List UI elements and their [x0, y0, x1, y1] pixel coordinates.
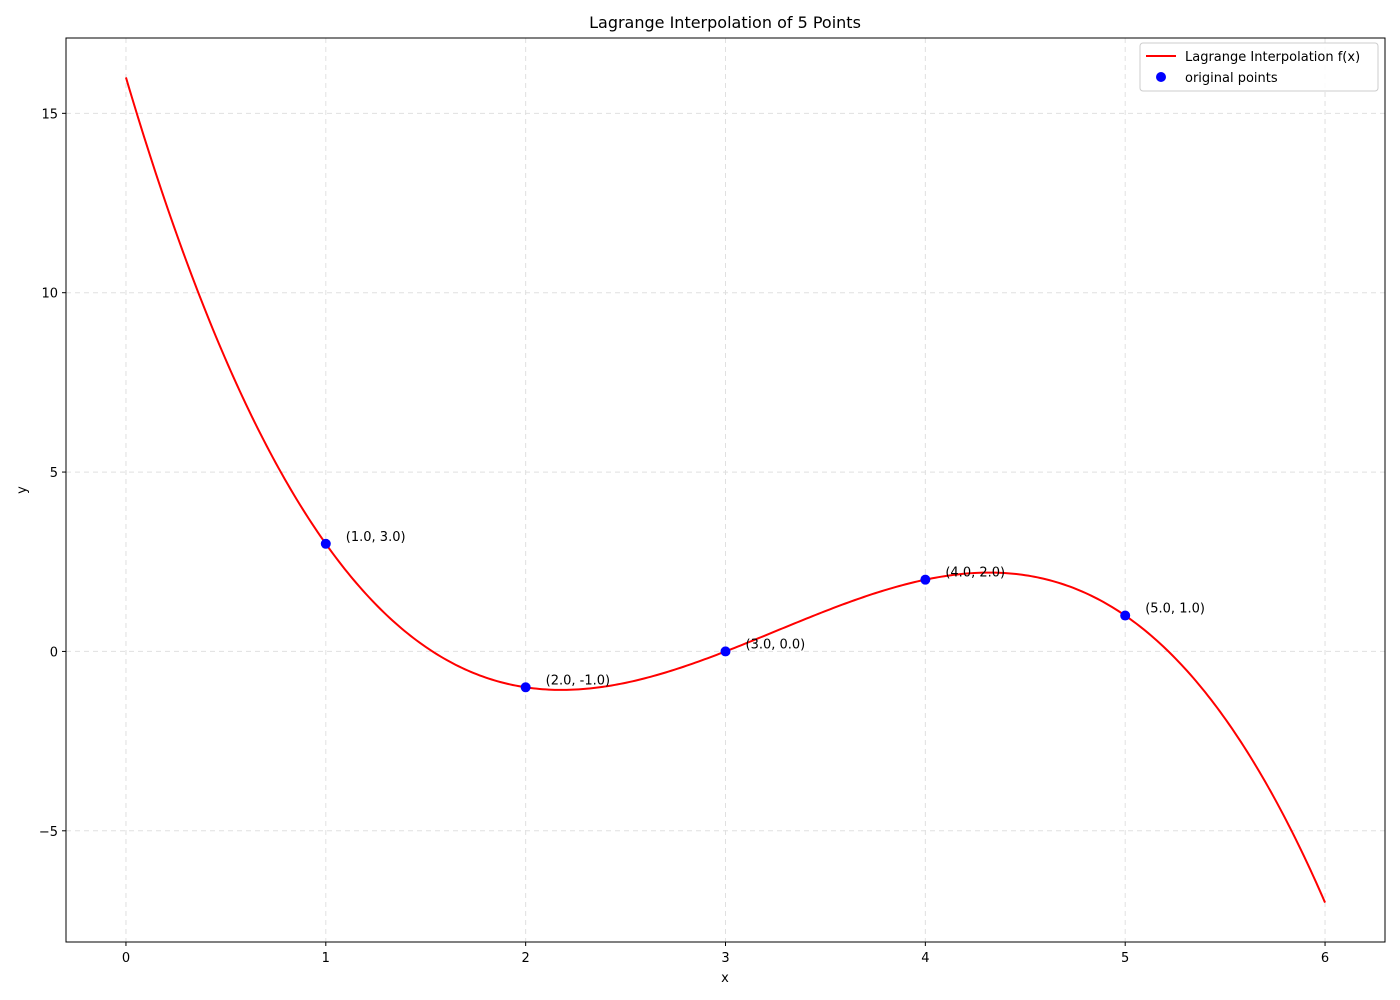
y-axis-label: y: [15, 486, 30, 494]
y-tick-label: −5: [39, 825, 58, 840]
grid-lines: [66, 38, 1385, 942]
point-label: (2.0, -1.0): [546, 673, 610, 688]
y-tick-label: 0: [50, 645, 58, 660]
original-point: [320, 538, 331, 549]
y-tick-label: 10: [41, 287, 58, 302]
chart-title: Lagrange Interpolation of 5 Points: [589, 13, 861, 32]
x-axis-label: x: [721, 971, 729, 986]
data-points-layer: [320, 538, 1131, 693]
legend-marker-swatch: [1156, 72, 1166, 82]
original-point: [720, 646, 731, 657]
y-tick-label: 5: [50, 466, 58, 481]
legend-box: [1139, 42, 1379, 92]
point-label: (1.0, 3.0): [346, 530, 406, 545]
x-tick-label: 5: [1121, 951, 1129, 966]
x-tick-label: 4: [921, 951, 929, 966]
original-point: [920, 574, 931, 585]
legend: Lagrange Interpolation f(x) original poi…: [1139, 42, 1379, 92]
x-tick-label: 2: [522, 951, 530, 966]
x-tick-label: 3: [721, 951, 729, 966]
point-label: (5.0, 1.0): [1145, 602, 1205, 617]
axis-ticks: 0 1 2 3 4 5 6 −5 0 5 10 15: [39, 107, 1329, 966]
point-label: (3.0, 0.0): [746, 637, 806, 652]
original-point: [520, 682, 531, 693]
x-tick-label: 6: [1321, 951, 1329, 966]
plot-frame: [65, 37, 1386, 943]
legend-label-interpolation: Lagrange Interpolation f(x): [1185, 50, 1360, 65]
point-label: (4.0, 2.0): [945, 566, 1005, 581]
x-tick-label: 0: [122, 951, 130, 966]
original-point: [1120, 610, 1131, 621]
point-annotations: (1.0, 3.0) (2.0, -1.0) (3.0, 0.0) (4.0, 2.0…: [346, 530, 1205, 688]
x-tick-label: 1: [322, 951, 330, 966]
y-tick-label: 15: [41, 107, 58, 122]
legend-label-points: original points: [1185, 71, 1278, 86]
